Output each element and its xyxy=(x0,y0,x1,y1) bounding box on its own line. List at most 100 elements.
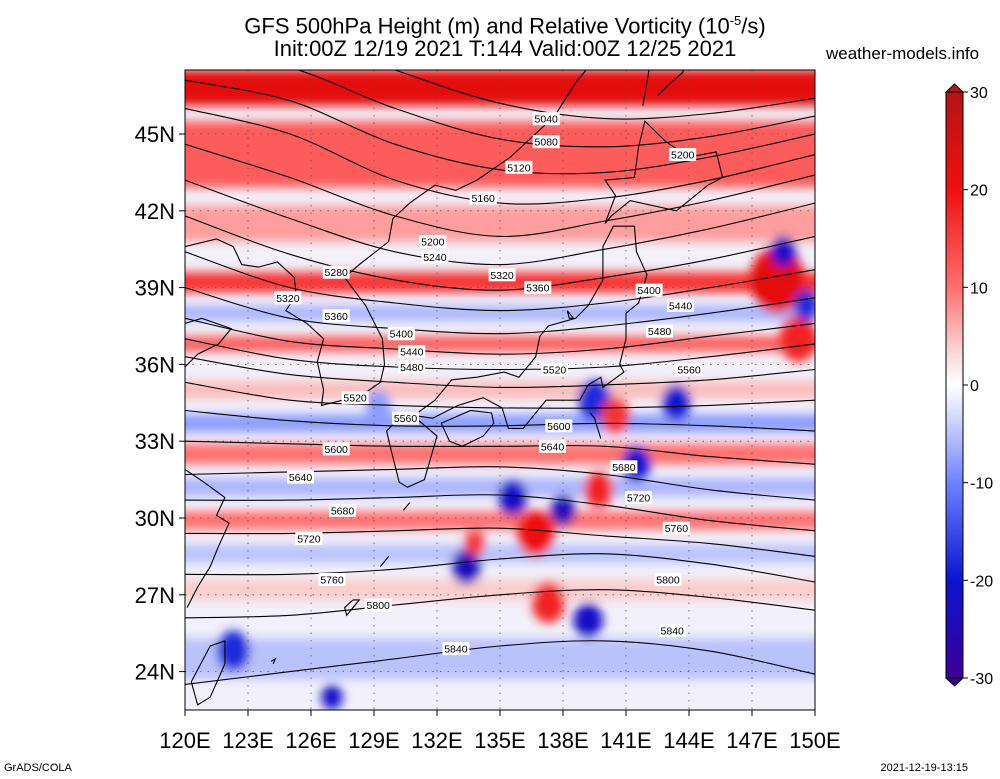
coastline xyxy=(343,599,361,617)
contour-label-text: 5160 xyxy=(472,193,496,205)
contour-label: 5600 xyxy=(545,419,573,433)
contour-label: 5440 xyxy=(398,345,426,359)
vorticity-cell xyxy=(573,602,603,639)
height-contour-5240 xyxy=(185,179,815,266)
contour-label-box xyxy=(532,112,560,126)
height-contour-5520 xyxy=(185,381,815,409)
contour-label-text: 5760 xyxy=(665,523,689,535)
vorticity-cell xyxy=(600,397,631,434)
contour-label-box xyxy=(322,265,350,279)
contour-label-text: 5320 xyxy=(276,293,300,305)
contour-label-text: 5200 xyxy=(421,237,445,249)
vorticity-band xyxy=(185,638,815,680)
contour-label: 5480 xyxy=(398,360,426,374)
contour-label-box xyxy=(364,598,392,612)
contour-label-text: 5520 xyxy=(343,393,367,405)
contour-label-text: 5080 xyxy=(535,137,559,149)
contour-label-box xyxy=(541,363,569,377)
contour-label: 5800 xyxy=(364,598,392,612)
height-contour-5840 xyxy=(185,640,815,685)
contour-label-box xyxy=(658,624,686,638)
contour-label-box xyxy=(398,360,426,374)
latitude-label: 36N xyxy=(135,352,175,377)
contour-label-text: 5440 xyxy=(400,347,424,359)
coastline xyxy=(413,225,648,429)
contour-label-box xyxy=(669,147,697,161)
longitude-label: 150E xyxy=(789,728,840,753)
height-contour-5680 xyxy=(185,494,815,532)
contour-label: 5720 xyxy=(295,531,323,545)
contour-label-text: 5680 xyxy=(612,462,636,474)
contour-label: 5560 xyxy=(392,411,419,425)
height-contour-5280 xyxy=(185,215,815,291)
height-contour-5040 xyxy=(393,70,815,120)
contour-label-text: 5840 xyxy=(444,644,468,656)
contour-label-text: 5240 xyxy=(423,252,447,264)
coastline xyxy=(566,310,575,319)
latitude-label: 24N xyxy=(135,660,175,685)
colorbar-tick-label: -30 xyxy=(970,671,993,688)
contour-label-text: 5800 xyxy=(656,574,680,586)
chart-title-line1: GFS 500hPa Height (m) and Relative Vorti… xyxy=(244,13,766,39)
vorticity-band xyxy=(185,478,815,497)
longitude-label: 138E xyxy=(537,728,588,753)
contour-label-text: 5640 xyxy=(541,441,565,453)
colorbar xyxy=(945,91,964,679)
contour-label-text: 5600 xyxy=(325,444,349,456)
height-contour-5480 xyxy=(185,356,815,389)
colorbar-tick-label: 0 xyxy=(970,378,979,395)
vorticity-band xyxy=(185,121,815,188)
coastline xyxy=(657,70,685,96)
coastline xyxy=(379,556,390,567)
contour-label: 5720 xyxy=(625,491,653,505)
coastline xyxy=(440,409,495,447)
latitude-label: 39N xyxy=(135,276,175,301)
coastline xyxy=(270,657,277,665)
contour-label-box xyxy=(675,363,703,377)
latitude-label: 45N xyxy=(135,122,175,147)
vorticity-cell xyxy=(497,479,528,516)
contour-label-text: 5840 xyxy=(661,626,685,638)
longitude-label: 129E xyxy=(348,728,399,753)
chart-title-line2: Init:00Z 12/19 2021 T:144 Valid:00Z 12/2… xyxy=(273,36,737,61)
colorbar-max-arrow xyxy=(944,83,965,93)
vorticity-cell xyxy=(661,384,692,421)
contour-label: 5440 xyxy=(667,299,695,313)
contour-label-text: 5040 xyxy=(535,114,559,126)
contour-label: 5760 xyxy=(662,521,690,535)
vorticity-cell xyxy=(516,510,555,557)
coastline xyxy=(402,502,411,511)
contour-label-box xyxy=(274,291,302,305)
contour-label-text: 5400 xyxy=(637,285,661,297)
contour-label-box xyxy=(524,281,552,295)
vorticity-band xyxy=(185,544,815,563)
contour-label: 5840 xyxy=(442,642,470,656)
contour-label: 5520 xyxy=(341,391,369,405)
contour-label-text: 5200 xyxy=(671,149,695,161)
contour-label: 5400 xyxy=(635,283,663,297)
height-contour-5400 xyxy=(185,317,815,355)
latitude-label: 27N xyxy=(135,583,175,608)
height-contour-5160 xyxy=(185,107,815,205)
contour-label-text: 5280 xyxy=(325,267,349,279)
contour-label-box xyxy=(667,299,695,313)
contour-label-box xyxy=(421,250,449,264)
contour-label: 5640 xyxy=(287,470,314,484)
contour-label-text: 5760 xyxy=(320,574,344,586)
contour-label: 5600 xyxy=(322,442,350,456)
contour-label-box xyxy=(442,642,470,656)
height-contour-5320 xyxy=(185,251,815,312)
height-contour-5560 xyxy=(185,409,815,432)
contour-label-text: 5360 xyxy=(526,283,550,295)
contour-label: 5120 xyxy=(505,160,533,174)
contour-label: 5640 xyxy=(539,439,566,453)
contour-label: 5360 xyxy=(524,281,552,295)
longitude-label: 120E xyxy=(159,728,210,753)
contour-label-text: 5400 xyxy=(390,329,414,341)
contour-label-box xyxy=(387,327,415,341)
contour-label: 5680 xyxy=(329,503,356,517)
contour-label-text: 5520 xyxy=(543,365,567,377)
contour-label: 5040 xyxy=(532,112,560,126)
contour-label: 5320 xyxy=(488,268,516,282)
contour-label-text: 5720 xyxy=(627,493,651,505)
